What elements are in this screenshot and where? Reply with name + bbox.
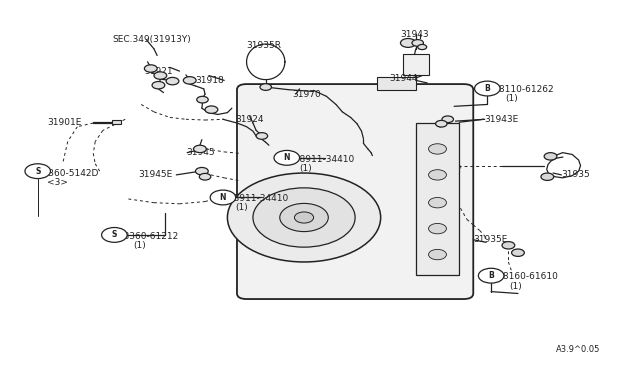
Text: S08360-61212: S08360-61212 — [113, 231, 179, 241]
Text: N: N — [220, 193, 226, 202]
Text: 31935E: 31935E — [473, 235, 508, 244]
Circle shape — [511, 249, 524, 256]
Text: 31945E: 31945E — [138, 170, 172, 179]
Circle shape — [25, 164, 51, 179]
Circle shape — [260, 84, 271, 90]
Text: 31943: 31943 — [400, 29, 428, 39]
Text: (1): (1) — [133, 241, 146, 250]
Circle shape — [256, 133, 268, 139]
Text: 31945: 31945 — [186, 148, 214, 157]
Text: 31918: 31918 — [195, 76, 224, 85]
Circle shape — [429, 144, 447, 154]
Text: 31970: 31970 — [292, 90, 321, 99]
Circle shape — [195, 167, 208, 175]
Circle shape — [183, 77, 196, 84]
Circle shape — [412, 39, 424, 46]
Text: B08160-61610: B08160-61610 — [491, 272, 558, 281]
Circle shape — [210, 190, 236, 205]
Text: (1): (1) — [236, 203, 248, 212]
Circle shape — [199, 173, 211, 180]
Circle shape — [544, 153, 557, 160]
Text: A3.9^0.05: A3.9^0.05 — [556, 345, 601, 354]
Text: <3>: <3> — [47, 178, 68, 187]
Circle shape — [429, 249, 447, 260]
Circle shape — [429, 198, 447, 208]
Circle shape — [478, 268, 504, 283]
Bar — [378, 77, 416, 90]
Text: (1): (1) — [509, 282, 522, 291]
Text: SEC.349(31913Y): SEC.349(31913Y) — [113, 35, 191, 44]
Circle shape — [274, 150, 300, 165]
Text: B: B — [484, 84, 490, 93]
Circle shape — [154, 72, 167, 79]
Circle shape — [429, 224, 447, 234]
Text: S: S — [35, 167, 40, 176]
Circle shape — [152, 81, 165, 89]
Circle shape — [436, 121, 447, 127]
Circle shape — [196, 96, 208, 103]
Text: S: S — [111, 230, 117, 240]
Text: 31943E: 31943E — [484, 115, 519, 124]
Bar — [403, 54, 429, 75]
Circle shape — [145, 65, 157, 72]
Text: 31901E: 31901E — [47, 119, 82, 128]
Text: S08360-5142D: S08360-5142D — [31, 169, 99, 177]
Circle shape — [253, 188, 355, 247]
Circle shape — [429, 170, 447, 180]
Text: 31924: 31924 — [236, 115, 264, 124]
Circle shape — [418, 44, 427, 49]
Text: B08110-61262: B08110-61262 — [487, 85, 554, 94]
Text: 31921: 31921 — [145, 67, 173, 76]
Circle shape — [294, 212, 314, 223]
Bar — [113, 121, 122, 124]
Text: (1): (1) — [300, 164, 312, 173]
Circle shape — [442, 116, 454, 123]
Circle shape — [541, 173, 554, 180]
Text: 31935: 31935 — [561, 170, 590, 179]
Text: N08911-34410: N08911-34410 — [287, 155, 354, 164]
Circle shape — [193, 145, 206, 153]
Bar — [416, 123, 460, 275]
Circle shape — [205, 106, 218, 113]
Text: N08911-34410: N08911-34410 — [221, 195, 288, 203]
Text: (1): (1) — [505, 94, 518, 103]
Circle shape — [102, 228, 127, 242]
Circle shape — [502, 241, 515, 249]
Circle shape — [401, 38, 416, 47]
Text: N: N — [284, 153, 290, 162]
Circle shape — [227, 173, 381, 262]
Circle shape — [166, 77, 179, 85]
Circle shape — [474, 81, 500, 96]
Circle shape — [280, 203, 328, 232]
Text: 31935R: 31935R — [246, 41, 282, 50]
Text: B: B — [488, 271, 494, 280]
FancyBboxPatch shape — [237, 84, 473, 299]
Text: 31944: 31944 — [389, 74, 417, 83]
